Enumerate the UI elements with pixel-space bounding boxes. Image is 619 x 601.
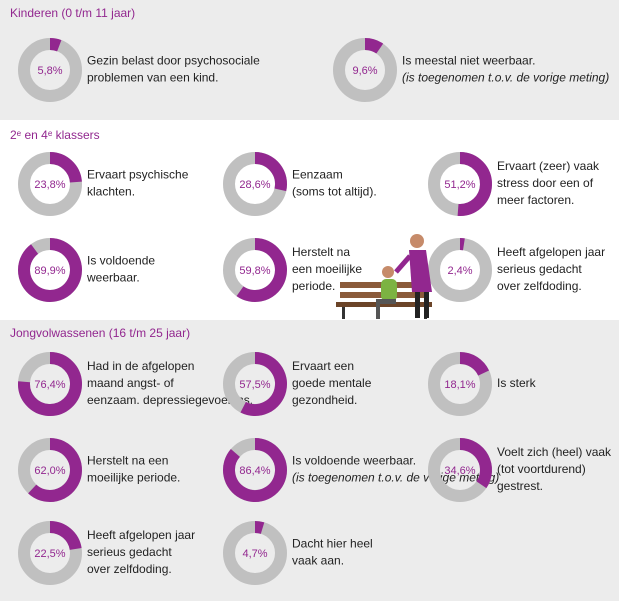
donut-arc bbox=[223, 438, 287, 502]
item-text: gezondheid. bbox=[292, 393, 357, 407]
item-text: serieus gedacht bbox=[87, 545, 172, 559]
item-text: Is voldoende weerbaar. bbox=[292, 454, 416, 468]
donut-arc bbox=[236, 238, 287, 302]
bench-seat bbox=[336, 302, 432, 307]
donut-arc bbox=[18, 238, 82, 302]
donut-arc bbox=[18, 352, 82, 416]
item-note: (is toegenomen t.o.v. de vorige meting) bbox=[402, 71, 609, 85]
bench-leg bbox=[342, 307, 345, 319]
donut-arc bbox=[49, 152, 82, 183]
item-text: goede mentale bbox=[292, 376, 372, 390]
donut-arc bbox=[49, 38, 62, 52]
person-legs bbox=[415, 292, 420, 318]
donut-label: 4,7% bbox=[242, 548, 267, 560]
donut-arc bbox=[240, 352, 287, 416]
item-text: Voelt zich (heel) vaak bbox=[497, 445, 612, 459]
item-text: moeilijke periode. bbox=[87, 471, 180, 485]
donut-arc bbox=[459, 352, 490, 377]
item-text: periode. bbox=[292, 279, 335, 293]
person-arm bbox=[394, 254, 412, 274]
person-legs bbox=[376, 303, 380, 319]
item-text: gestrest. bbox=[497, 479, 543, 493]
item-text: klachten. bbox=[87, 185, 135, 199]
person-head bbox=[382, 266, 394, 278]
donut-label: 9,6% bbox=[352, 65, 377, 77]
item-text: Herstelt na bbox=[292, 245, 350, 259]
donut-label: 28,6% bbox=[239, 179, 270, 191]
donut-label: 57,5% bbox=[239, 379, 270, 391]
item-text: Is sterk bbox=[497, 376, 537, 390]
section-background bbox=[0, 0, 619, 120]
item-text: Herstelt na een bbox=[87, 454, 168, 468]
donut-label: 62,0% bbox=[34, 465, 65, 477]
donut-label: 23,8% bbox=[34, 179, 65, 191]
item-text: Dacht hier heel bbox=[292, 537, 373, 551]
item-text: over zelfdoding. bbox=[87, 562, 172, 576]
item-text: Is meestal niet weerbaar. bbox=[402, 54, 535, 68]
donut-label: 76,4% bbox=[34, 379, 65, 391]
donut-arc bbox=[459, 438, 492, 489]
donut-label: 89,9% bbox=[34, 265, 65, 277]
donut-label: 51,2% bbox=[444, 179, 475, 191]
donut-label: 2,4% bbox=[447, 265, 472, 277]
item-text: stress door een of bbox=[497, 176, 594, 190]
item-text: Had in de afgelopen bbox=[87, 359, 194, 373]
section-background bbox=[0, 320, 619, 601]
donut-label: 22,5% bbox=[34, 548, 65, 560]
item-text: Ervaart een bbox=[292, 359, 354, 373]
donut-arc bbox=[254, 521, 265, 534]
item-text: Ervaart (zeer) vaak bbox=[497, 159, 600, 173]
item-text: eenzaam. depressiegevoelens. bbox=[87, 393, 253, 407]
section-title: 2ᵉ en 4ᵉ klassers bbox=[10, 128, 100, 142]
donut-arc bbox=[364, 38, 384, 54]
item-text: Is voldoende bbox=[87, 254, 155, 268]
person-body bbox=[409, 250, 432, 292]
donut-label: 86,4% bbox=[239, 465, 270, 477]
illustration bbox=[336, 234, 432, 319]
donut-label: 34,6% bbox=[444, 465, 475, 477]
donut-arc bbox=[28, 438, 82, 502]
donut-label: 5,8% bbox=[37, 65, 62, 77]
person-legs bbox=[376, 299, 396, 304]
section-title: Kinderen (0 t/m 11 jaar) bbox=[10, 6, 135, 20]
person-body bbox=[381, 279, 397, 301]
item-note: (is toegenomen t.o.v. de vorige meting) bbox=[292, 471, 499, 485]
item-text: serieus gedacht bbox=[497, 262, 582, 276]
person-legs bbox=[424, 292, 429, 318]
item-text: problemen van een kind. bbox=[87, 71, 218, 85]
person-head bbox=[410, 234, 424, 248]
donut-arc bbox=[457, 152, 492, 216]
item-text: Ervaart psychische bbox=[87, 168, 189, 182]
item-text: vaak aan. bbox=[292, 554, 344, 568]
item-text: Heeft afgelopen jaar bbox=[87, 528, 195, 542]
donut-label: 59,8% bbox=[239, 265, 270, 277]
item-text: weerbaar. bbox=[86, 271, 140, 285]
section-background bbox=[0, 122, 619, 318]
item-text: een moeilijke bbox=[292, 262, 362, 276]
section-title: Jongvolwassenen (16 t/m 25 jaar) bbox=[10, 326, 190, 340]
item-text: over zelfdoding. bbox=[497, 279, 582, 293]
item-text: meer factoren. bbox=[497, 193, 574, 207]
item-text: Heeft afgelopen jaar bbox=[497, 245, 605, 259]
item-text: maand angst- of bbox=[87, 376, 174, 390]
item-text: (tot voortdurend) bbox=[497, 462, 586, 476]
item-text: (soms tot altijd). bbox=[292, 185, 377, 199]
item-text: Eenzaam bbox=[292, 168, 343, 182]
item-text: Gezin belast door psychosociale bbox=[87, 54, 260, 68]
donut-arc bbox=[254, 152, 287, 192]
donut-label: 18,1% bbox=[444, 379, 475, 391]
donut-arc bbox=[49, 521, 82, 551]
